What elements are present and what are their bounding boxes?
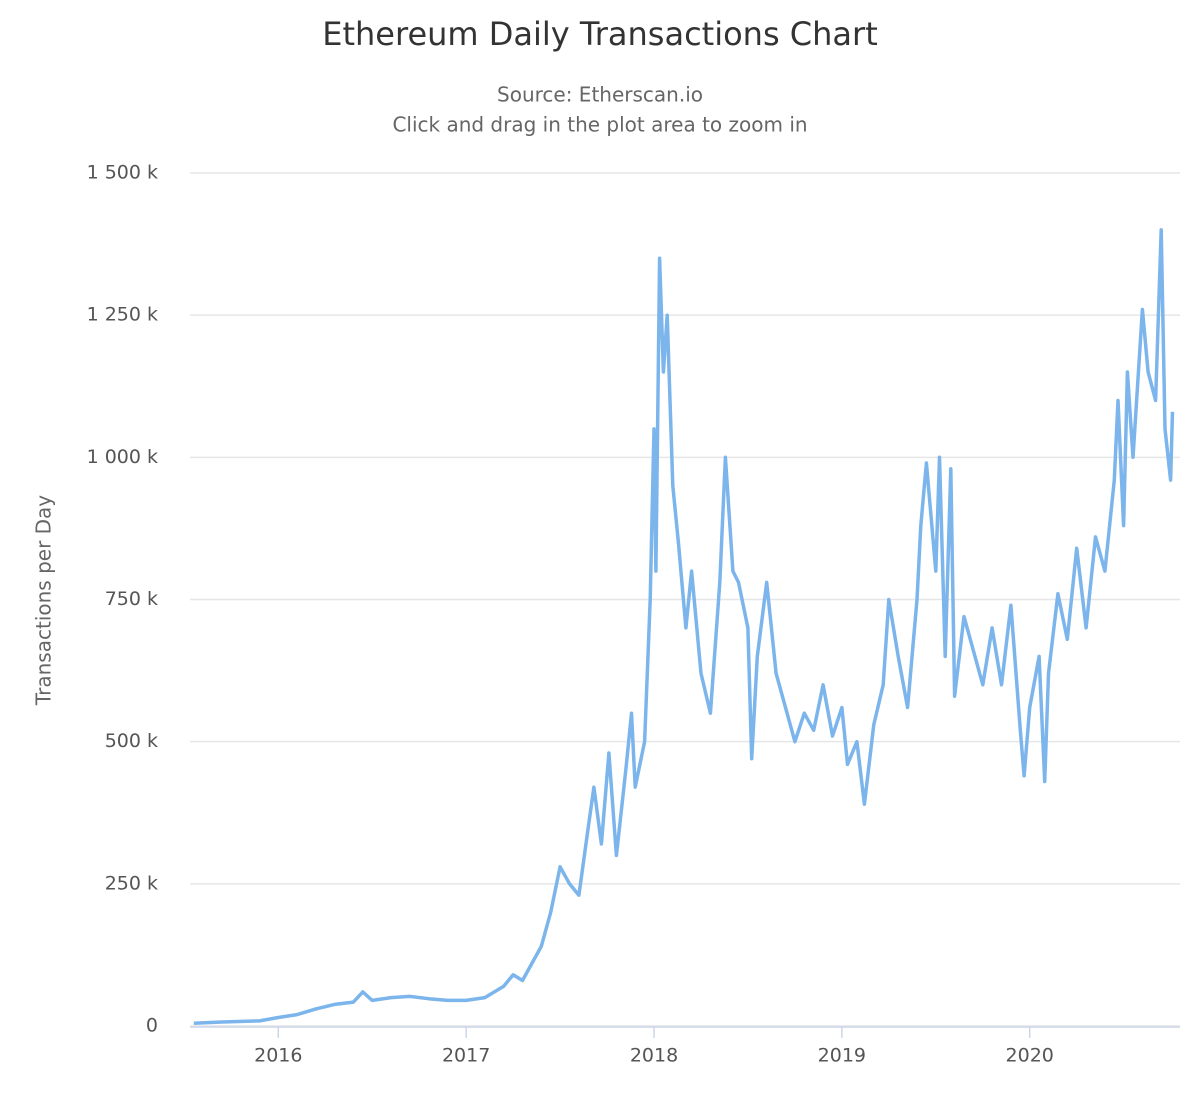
x-tick-label: 2018 (630, 1045, 678, 1067)
y-tick-label: 1 250 k (87, 304, 158, 326)
y-tick-label: 1 000 k (87, 446, 158, 468)
y-tick-label: 0 (146, 1015, 158, 1037)
chart-title: Ethereum Daily Transactions Chart (322, 15, 877, 53)
chart-subtitle: Click and drag in the plot area to zoom … (392, 113, 807, 137)
y-tick-label: 500 k (105, 730, 158, 752)
y-tick-label: 1 500 k (87, 162, 158, 184)
x-tick-label: 2017 (442, 1045, 490, 1067)
x-tick-label: 2019 (818, 1045, 866, 1067)
x-tick-label: 2016 (254, 1045, 302, 1067)
chart-subtitle: Source: Etherscan.io (497, 83, 703, 107)
x-tick-label: 2020 (1006, 1045, 1054, 1067)
y-tick-label: 750 k (105, 588, 158, 610)
y-axis-label: Transactions per Day (32, 495, 56, 706)
y-tick-label: 250 k (105, 872, 158, 894)
data-line (193, 228, 1175, 1025)
